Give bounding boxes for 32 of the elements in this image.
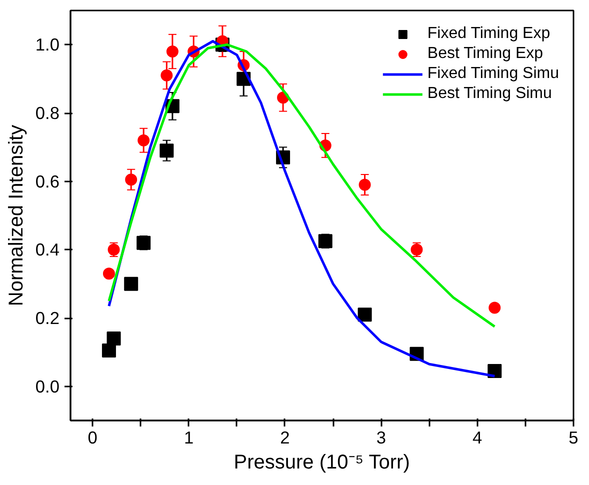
legend-label: Fixed Timing Exp (427, 25, 550, 43)
x-tick-label: 0 (88, 428, 98, 448)
x-axis-title: Pressure (10⁻⁵ Torr) (234, 452, 410, 474)
point (136, 236, 151, 250)
x-tick-label: 5 (568, 428, 578, 448)
point (124, 276, 138, 291)
y-tick-label: 0.6 (35, 171, 60, 192)
y-axis-title: Normalized Intensity (5, 124, 28, 306)
point (102, 268, 115, 280)
x-tick-label: 4 (472, 428, 483, 448)
point (138, 134, 150, 146)
y-tick-label: 0.0 (35, 376, 60, 396)
x-tick-label: 2 (280, 428, 290, 448)
legend-label: Best Timing Simu (427, 85, 552, 103)
point (160, 69, 173, 82)
y-tick-label: 0.2 (35, 308, 60, 328)
legend-label: Fixed Timing Simu (427, 65, 559, 83)
y-tick-label: 0.8 (35, 103, 60, 123)
x-tick-label: 1 (184, 428, 194, 448)
point (318, 234, 332, 248)
point (102, 343, 116, 358)
y-tick-label: 0.4 (35, 240, 60, 260)
x-tick-label: 3 (376, 428, 386, 448)
legend-label: Best Timing Exp (427, 45, 544, 63)
point (358, 308, 372, 322)
point (125, 174, 138, 186)
y-tick-label: 1.0 (35, 34, 60, 55)
point (166, 46, 178, 58)
point (160, 144, 174, 158)
point (488, 302, 501, 314)
point (106, 332, 121, 346)
point (358, 178, 371, 191)
